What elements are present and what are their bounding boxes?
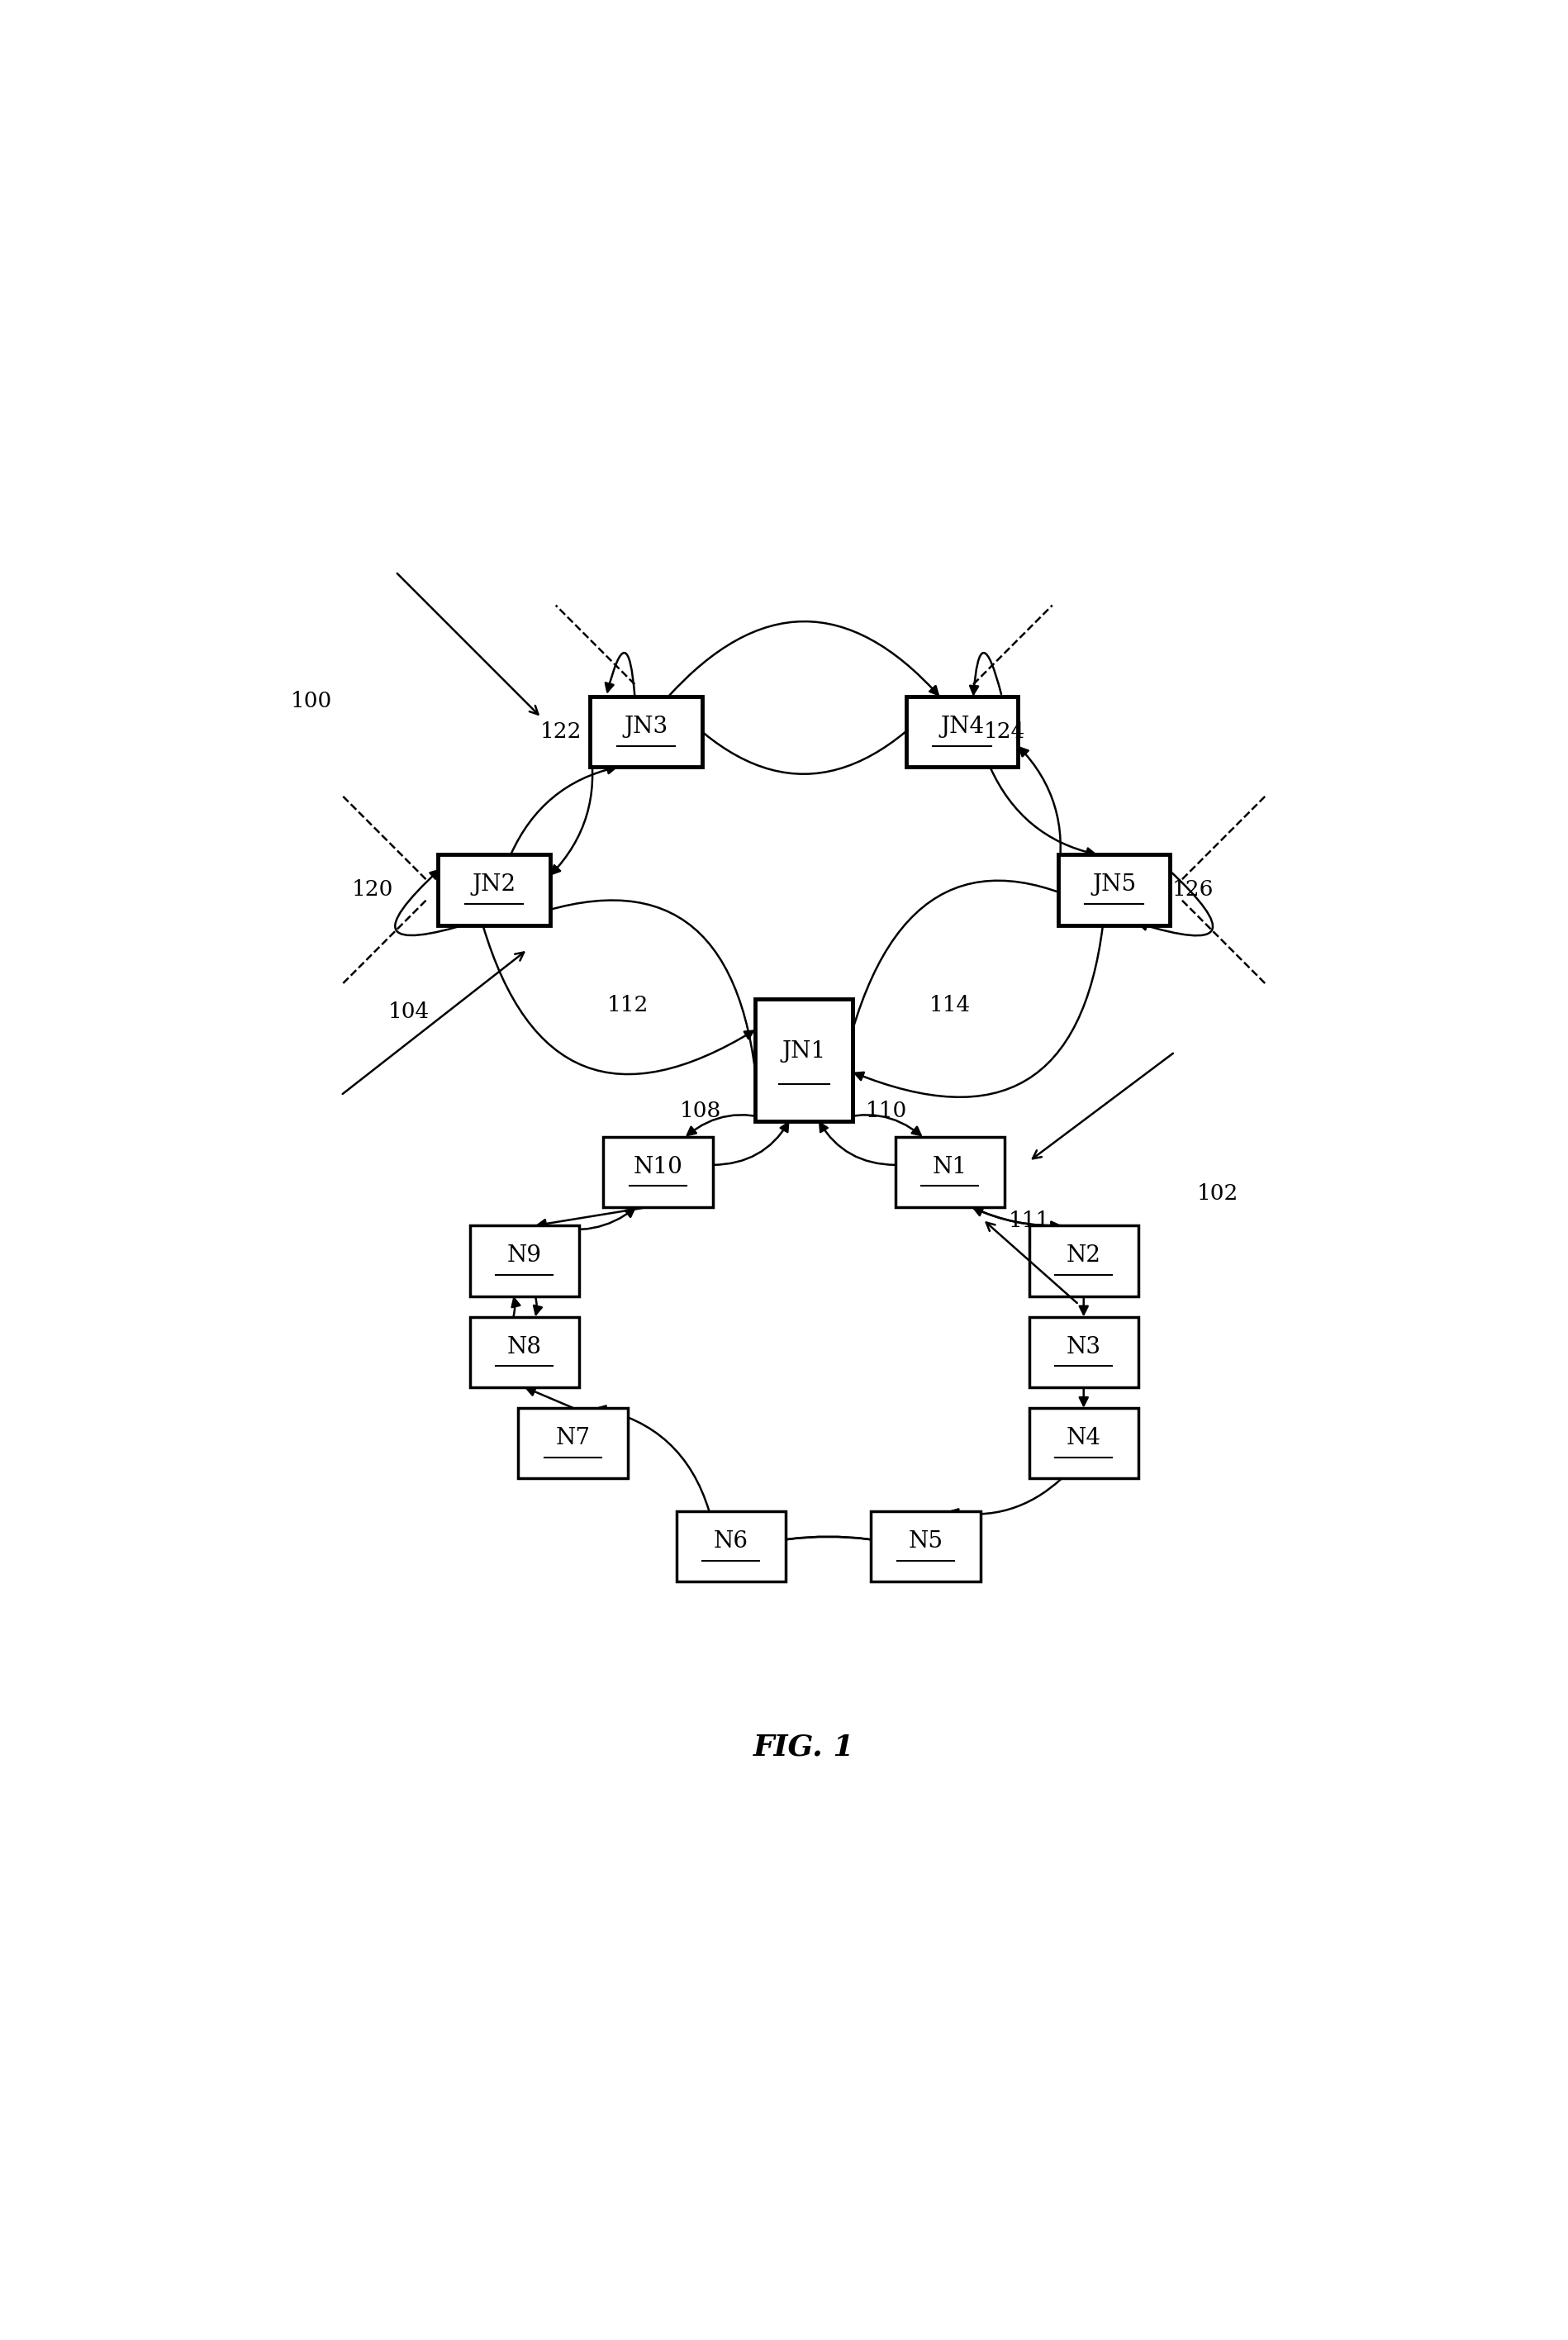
- FancyArrowPatch shape: [1079, 1388, 1087, 1406]
- Bar: [1029, 1409, 1138, 1479]
- Bar: [469, 1226, 579, 1296]
- FancyArrowPatch shape: [597, 1406, 709, 1512]
- FancyArrowPatch shape: [670, 700, 939, 775]
- Text: 114: 114: [928, 994, 971, 1016]
- Text: N4: N4: [1066, 1427, 1101, 1448]
- Bar: [437, 854, 550, 924]
- Text: FIG. 1: FIG. 1: [753, 1734, 855, 1762]
- Text: N2: N2: [1066, 1245, 1101, 1266]
- FancyArrowPatch shape: [668, 622, 938, 697]
- Text: JN5: JN5: [1091, 873, 1135, 896]
- FancyArrowPatch shape: [853, 880, 1123, 1030]
- Text: N1: N1: [931, 1156, 967, 1177]
- FancyArrowPatch shape: [820, 1123, 895, 1165]
- Text: 100: 100: [290, 690, 332, 711]
- Text: 126: 126: [1171, 880, 1214, 901]
- Bar: [590, 697, 701, 768]
- Bar: [517, 1409, 627, 1479]
- Text: 108: 108: [679, 1100, 721, 1121]
- Text: 112: 112: [607, 994, 648, 1016]
- Text: N9: N9: [506, 1245, 541, 1266]
- FancyArrowPatch shape: [1079, 1296, 1087, 1315]
- Bar: [870, 1512, 980, 1582]
- Text: N3: N3: [1066, 1336, 1101, 1357]
- Text: 111: 111: [1008, 1210, 1049, 1231]
- Bar: [895, 1137, 1004, 1207]
- FancyArrowPatch shape: [1019, 746, 1060, 875]
- FancyArrowPatch shape: [971, 1207, 1058, 1231]
- Bar: [676, 1512, 786, 1582]
- FancyArrowPatch shape: [533, 1296, 541, 1315]
- FancyArrowPatch shape: [989, 768, 1094, 856]
- Text: JN3: JN3: [624, 716, 668, 737]
- FancyArrowPatch shape: [506, 901, 756, 1072]
- FancyArrowPatch shape: [974, 1207, 1062, 1226]
- FancyArrowPatch shape: [1138, 868, 1212, 936]
- Bar: [906, 697, 1018, 768]
- FancyArrowPatch shape: [546, 1210, 633, 1228]
- FancyArrowPatch shape: [687, 1114, 775, 1135]
- FancyArrowPatch shape: [746, 1537, 906, 1549]
- Text: 122: 122: [539, 721, 582, 742]
- Text: 110: 110: [866, 1100, 906, 1121]
- Text: 104: 104: [387, 1002, 430, 1023]
- Text: JN4: JN4: [939, 716, 983, 737]
- Text: JN2: JN2: [472, 873, 516, 896]
- FancyArrowPatch shape: [969, 653, 1000, 695]
- Bar: [1029, 1226, 1138, 1296]
- FancyArrowPatch shape: [750, 1537, 909, 1549]
- FancyArrowPatch shape: [483, 924, 753, 1074]
- Text: 120: 120: [351, 880, 394, 901]
- FancyArrowPatch shape: [855, 924, 1102, 1097]
- FancyArrowPatch shape: [949, 1479, 1062, 1516]
- Bar: [1057, 854, 1170, 924]
- FancyArrowPatch shape: [833, 1114, 920, 1135]
- Bar: [469, 1317, 579, 1388]
- FancyArrowPatch shape: [511, 765, 615, 854]
- Text: N6: N6: [713, 1530, 748, 1554]
- FancyArrowPatch shape: [395, 870, 472, 936]
- FancyArrowPatch shape: [527, 1388, 572, 1409]
- Text: N10: N10: [633, 1156, 682, 1177]
- Bar: [1029, 1317, 1138, 1388]
- Text: JN1: JN1: [781, 1041, 826, 1062]
- Bar: [756, 999, 853, 1121]
- Text: N7: N7: [555, 1427, 590, 1448]
- Text: 102: 102: [1196, 1184, 1237, 1205]
- Text: N8: N8: [506, 1336, 541, 1357]
- FancyArrowPatch shape: [605, 653, 635, 697]
- Bar: [604, 1137, 712, 1207]
- FancyArrowPatch shape: [538, 1207, 648, 1229]
- FancyArrowPatch shape: [511, 1299, 519, 1317]
- Text: N5: N5: [908, 1530, 942, 1554]
- Text: 124: 124: [983, 721, 1025, 742]
- FancyArrowPatch shape: [552, 746, 593, 875]
- FancyArrowPatch shape: [712, 1123, 787, 1165]
